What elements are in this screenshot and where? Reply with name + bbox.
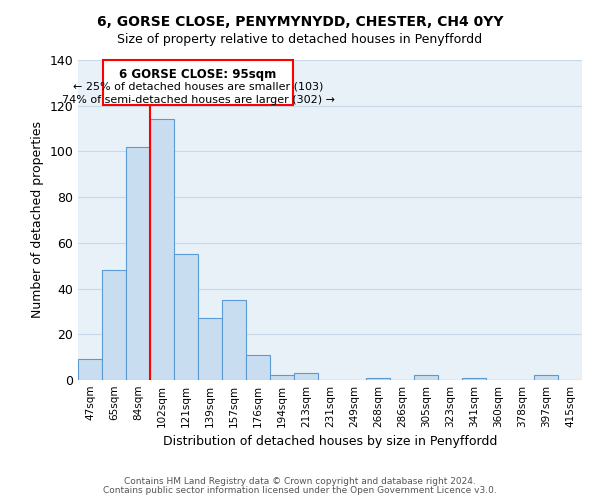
Text: 6, GORSE CLOSE, PENYMYNYDD, CHESTER, CH4 0YY: 6, GORSE CLOSE, PENYMYNYDD, CHESTER, CH4… <box>97 15 503 29</box>
Bar <box>270 376 294 380</box>
Bar <box>174 254 198 380</box>
Bar <box>294 373 318 380</box>
Bar <box>78 360 102 380</box>
Text: Contains public sector information licensed under the Open Government Licence v3: Contains public sector information licen… <box>103 486 497 495</box>
Text: ← 25% of detached houses are smaller (103): ← 25% of detached houses are smaller (10… <box>73 82 323 92</box>
Bar <box>150 120 174 380</box>
Y-axis label: Number of detached properties: Number of detached properties <box>31 122 44 318</box>
Bar <box>414 376 438 380</box>
Bar <box>246 355 270 380</box>
Text: Size of property relative to detached houses in Penyffordd: Size of property relative to detached ho… <box>118 32 482 46</box>
Bar <box>366 378 390 380</box>
FancyBboxPatch shape <box>103 60 293 104</box>
Text: 6 GORSE CLOSE: 95sqm: 6 GORSE CLOSE: 95sqm <box>119 68 277 81</box>
Text: Contains HM Land Registry data © Crown copyright and database right 2024.: Contains HM Land Registry data © Crown c… <box>124 477 476 486</box>
Bar <box>102 270 126 380</box>
Bar <box>222 300 246 380</box>
Bar <box>534 376 558 380</box>
X-axis label: Distribution of detached houses by size in Penyffordd: Distribution of detached houses by size … <box>163 436 497 448</box>
Title: 6, GORSE CLOSE, PENYMYNYDD, CHESTER, CH4 0YY
Size of property relative to detach: 6, GORSE CLOSE, PENYMYNYDD, CHESTER, CH4… <box>0 499 1 500</box>
Bar <box>198 318 222 380</box>
Text: 74% of semi-detached houses are larger (302) →: 74% of semi-detached houses are larger (… <box>62 96 335 106</box>
Bar <box>462 378 486 380</box>
Bar <box>126 147 150 380</box>
